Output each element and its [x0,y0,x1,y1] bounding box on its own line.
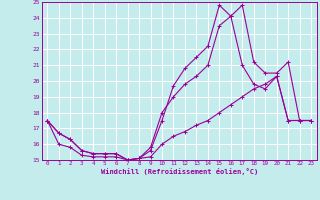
X-axis label: Windchill (Refroidissement éolien,°C): Windchill (Refroidissement éolien,°C) [100,168,258,175]
